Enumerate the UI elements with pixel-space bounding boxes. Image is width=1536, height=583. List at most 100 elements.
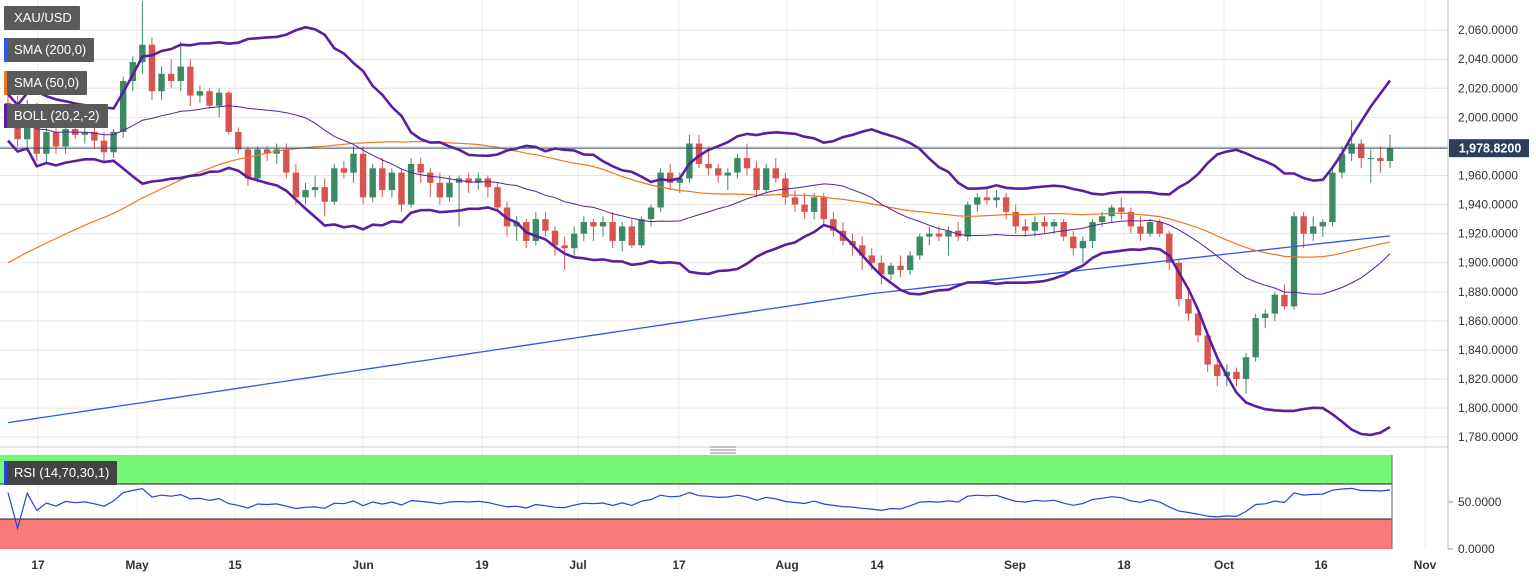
- candle: [1022, 219, 1029, 237]
- candle: [1242, 352, 1250, 394]
- candle: [743, 143, 751, 176]
- candle: [302, 182, 309, 205]
- price-axis: 2,060.0000 2,040.0000 2,020.0000 2,000.0000…: [1458, 23, 1518, 444]
- candle: [1233, 367, 1240, 387]
- indicator-lines: [7, 25, 1392, 437]
- candle: [350, 146, 357, 183]
- sma50-label: SMA (50,0): [14, 75, 80, 90]
- candle: [311, 175, 319, 198]
- price-tick-label: 2,060.0000: [1458, 23, 1518, 37]
- candle: [1329, 168, 1336, 227]
- candle: [551, 226, 559, 256]
- candle: [887, 262, 895, 281]
- candle: [379, 158, 386, 198]
- candle: [1204, 332, 1211, 372]
- date-tick-label: 19: [475, 558, 489, 572]
- candle: [177, 41, 184, 92]
- price-tick-label: 1,900.0000: [1458, 256, 1518, 270]
- candle: [810, 192, 818, 220]
- date-tick-label: Sep: [1004, 558, 1026, 572]
- candle: [599, 216, 607, 237]
- date-tick-label: Jul: [569, 558, 586, 572]
- candle: [263, 146, 271, 161]
- candle: [1300, 211, 1307, 249]
- sma50-line: [7, 140, 1391, 264]
- date-tick-label: Aug: [775, 558, 798, 572]
- rsi-overbought-zone: [0, 455, 1392, 484]
- candle: [1070, 230, 1077, 256]
- candle: [369, 163, 376, 202]
- candle: [974, 192, 981, 212]
- candle: [244, 146, 252, 186]
- candle: [926, 226, 933, 246]
- sma50-tag[interactable]: SMA (50,0): [4, 71, 88, 95]
- sma200-line: [7, 235, 1391, 424]
- candle: [791, 190, 799, 212]
- candle: [388, 168, 396, 198]
- candle: [1031, 216, 1039, 237]
- date-axis: 17 May 15 Jun 19 Jul 17 Aug 14 Sep 18 Oct 16 Nov: [31, 558, 1436, 572]
- candle: [1367, 149, 1375, 183]
- date-tick-label: 16: [1314, 558, 1328, 572]
- candle: [1118, 197, 1125, 220]
- candle: [110, 129, 117, 159]
- candle: [580, 216, 588, 241]
- candle: [283, 143, 290, 179]
- sma200-tag[interactable]: SMA (200,0): [4, 38, 95, 62]
- candle: [398, 168, 405, 212]
- candle: [734, 153, 741, 179]
- candle: [1358, 139, 1365, 169]
- candle: [830, 211, 837, 237]
- last-price-label: 1,978.8200: [1459, 142, 1522, 156]
- symbol-tag[interactable]: XAU/USD: [4, 6, 80, 30]
- rsi-line: [7, 487, 1391, 531]
- rsi-tag[interactable]: RSI (14,70,30,1): [4, 461, 118, 485]
- candle: [139, 1, 146, 74]
- candle: [1146, 219, 1154, 237]
- candle: [1137, 216, 1144, 241]
- price-tick-label: 1,920.0000: [1458, 227, 1518, 241]
- candle: [187, 59, 194, 106]
- price-tick-label: 1,840.0000: [1458, 343, 1518, 357]
- candle: [1089, 219, 1096, 249]
- candle: [1290, 211, 1298, 310]
- candle: [657, 168, 664, 212]
- candle: [542, 211, 549, 237]
- candle: [1252, 313, 1259, 362]
- price-tick-label: 1,820.0000: [1458, 372, 1518, 386]
- date-tick-label: Nov: [1414, 558, 1437, 572]
- candle: [494, 182, 501, 212]
- candle: [647, 204, 655, 227]
- candle: [878, 255, 885, 285]
- boll-lower-line: [7, 139, 1391, 437]
- boll-tag[interactable]: BOLL (20,2,-2): [4, 104, 108, 128]
- candle: [427, 168, 434, 198]
- candle: [695, 134, 703, 169]
- candle: [407, 158, 415, 208]
- candle: [628, 219, 636, 249]
- date-tick-label: May: [125, 558, 149, 572]
- boll-middle-line: [7, 105, 1391, 295]
- candle: [1060, 219, 1067, 241]
- candle: [1185, 291, 1192, 321]
- pane-resize-handle[interactable]: [710, 446, 736, 454]
- symbol-label: XAU/USD: [14, 10, 72, 25]
- candle: [993, 190, 1000, 208]
- candle: [762, 163, 770, 193]
- candle: [196, 85, 204, 103]
- candle: [43, 124, 50, 164]
- candle: [148, 37, 156, 100]
- date-tick-label: Jun: [352, 558, 373, 572]
- candle: [1281, 284, 1288, 310]
- candle: [801, 192, 808, 220]
- candle: [475, 172, 482, 191]
- candle: [964, 201, 971, 241]
- candle: [609, 211, 616, 249]
- candle: [532, 211, 540, 246]
- date-tick-label: 18: [1117, 558, 1131, 572]
- candle: [1194, 309, 1202, 343]
- candle: [158, 66, 165, 100]
- candle: [724, 168, 731, 191]
- candle: [254, 146, 261, 183]
